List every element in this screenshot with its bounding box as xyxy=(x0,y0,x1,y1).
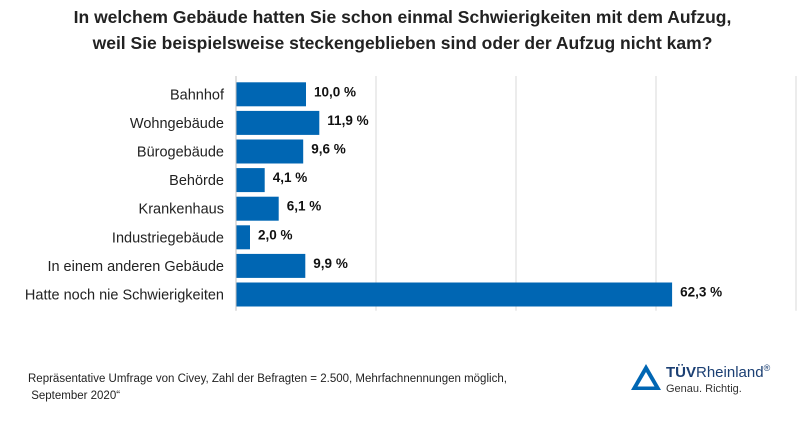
bar xyxy=(236,139,304,164)
category-label: Krankenhaus xyxy=(139,202,224,218)
bar xyxy=(236,282,673,307)
value-label: 6,1 % xyxy=(287,199,322,214)
category-label: Hatte noch nie Schwierigkeiten xyxy=(25,288,224,304)
logo-name-rest: Rheinland xyxy=(696,364,764,381)
category-label: Wohngebäude xyxy=(130,116,224,132)
footnote: Repräsentative Umfrage von Civey, Zahl d… xyxy=(28,371,588,405)
category-label: Bürogebäude xyxy=(137,145,224,161)
chart-title-line-1: In welchem Gebäude hatten Sie schon einm… xyxy=(73,7,732,27)
category-label: Industriegebäude xyxy=(112,230,224,246)
bar xyxy=(236,253,306,278)
tuv-rheinland-logo: TÜVRheinland® Genau. Richtig. xyxy=(630,361,800,401)
logo-tagline: Genau. Richtig. xyxy=(666,383,742,395)
bar xyxy=(236,225,250,250)
footnote-line-2: September 2020“ xyxy=(28,390,121,402)
value-label: 10,0 % xyxy=(314,84,356,99)
category-label: Behörde xyxy=(169,173,224,189)
tuv-triangle-icon xyxy=(631,364,661,390)
chart-title-line-2: weil Sie beispielsweise steckengeblieben… xyxy=(92,33,713,53)
value-label: 9,9 % xyxy=(313,256,348,271)
value-label: 62,3 % xyxy=(680,285,722,300)
value-label: 11,9 % xyxy=(327,113,368,128)
bar xyxy=(236,110,320,135)
category-label: Bahnhof xyxy=(170,87,225,103)
bar xyxy=(236,82,306,107)
logo-name: TÜVRheinland® xyxy=(666,363,770,381)
bar xyxy=(236,196,279,221)
bar xyxy=(236,168,265,193)
value-label: 2,0 % xyxy=(258,227,293,242)
logo-registered: ® xyxy=(763,363,771,373)
bar-chart: Bahnhof 10,0 % Wohngebäude 11,9 % Bürogebäud… xyxy=(25,76,797,311)
chart-title: In welchem Gebäude hatten Sie schon einm… xyxy=(0,4,805,56)
logo-name-bold: TÜV xyxy=(666,364,696,381)
value-label: 4,1 % xyxy=(273,170,308,185)
footnote-line-1: Repräsentative Umfrage von Civey, Zahl d… xyxy=(28,373,507,385)
category-label: In einem anderen Gebäude xyxy=(47,259,224,275)
value-label: 9,6 % xyxy=(311,142,346,157)
